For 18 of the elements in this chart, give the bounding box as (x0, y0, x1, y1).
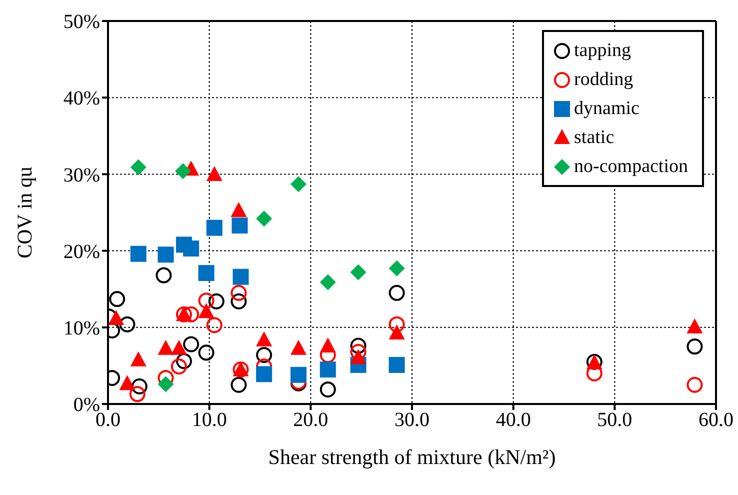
x-tick-label: 50.0 (597, 409, 632, 432)
y-tick-label: 40% (63, 88, 100, 110)
x-tick-label: 40.0 (496, 409, 531, 432)
legend-label: rodding (574, 68, 634, 90)
x-tick-label: 10.0 (192, 409, 227, 432)
y-tick-label: 10% (63, 318, 100, 340)
y-tick-label: 50% (63, 11, 100, 34)
y-tick-label: 30% (63, 164, 100, 186)
x-tick-label: 30.0 (394, 409, 430, 432)
y-axis-title: COV in qu (12, 166, 36, 258)
x-tick-label: 60.0 (698, 409, 734, 432)
legend-label: tapping (574, 40, 632, 62)
legend-label: no-compaction (574, 156, 688, 178)
y-tick-label: 20% (63, 240, 100, 263)
x-axis-title: Shear strength of mixture (kN/m²) (268, 445, 556, 469)
x-tick-label: 20.0 (293, 409, 328, 432)
legend-label: static (574, 126, 614, 148)
legend-label: dynamic (574, 98, 640, 120)
